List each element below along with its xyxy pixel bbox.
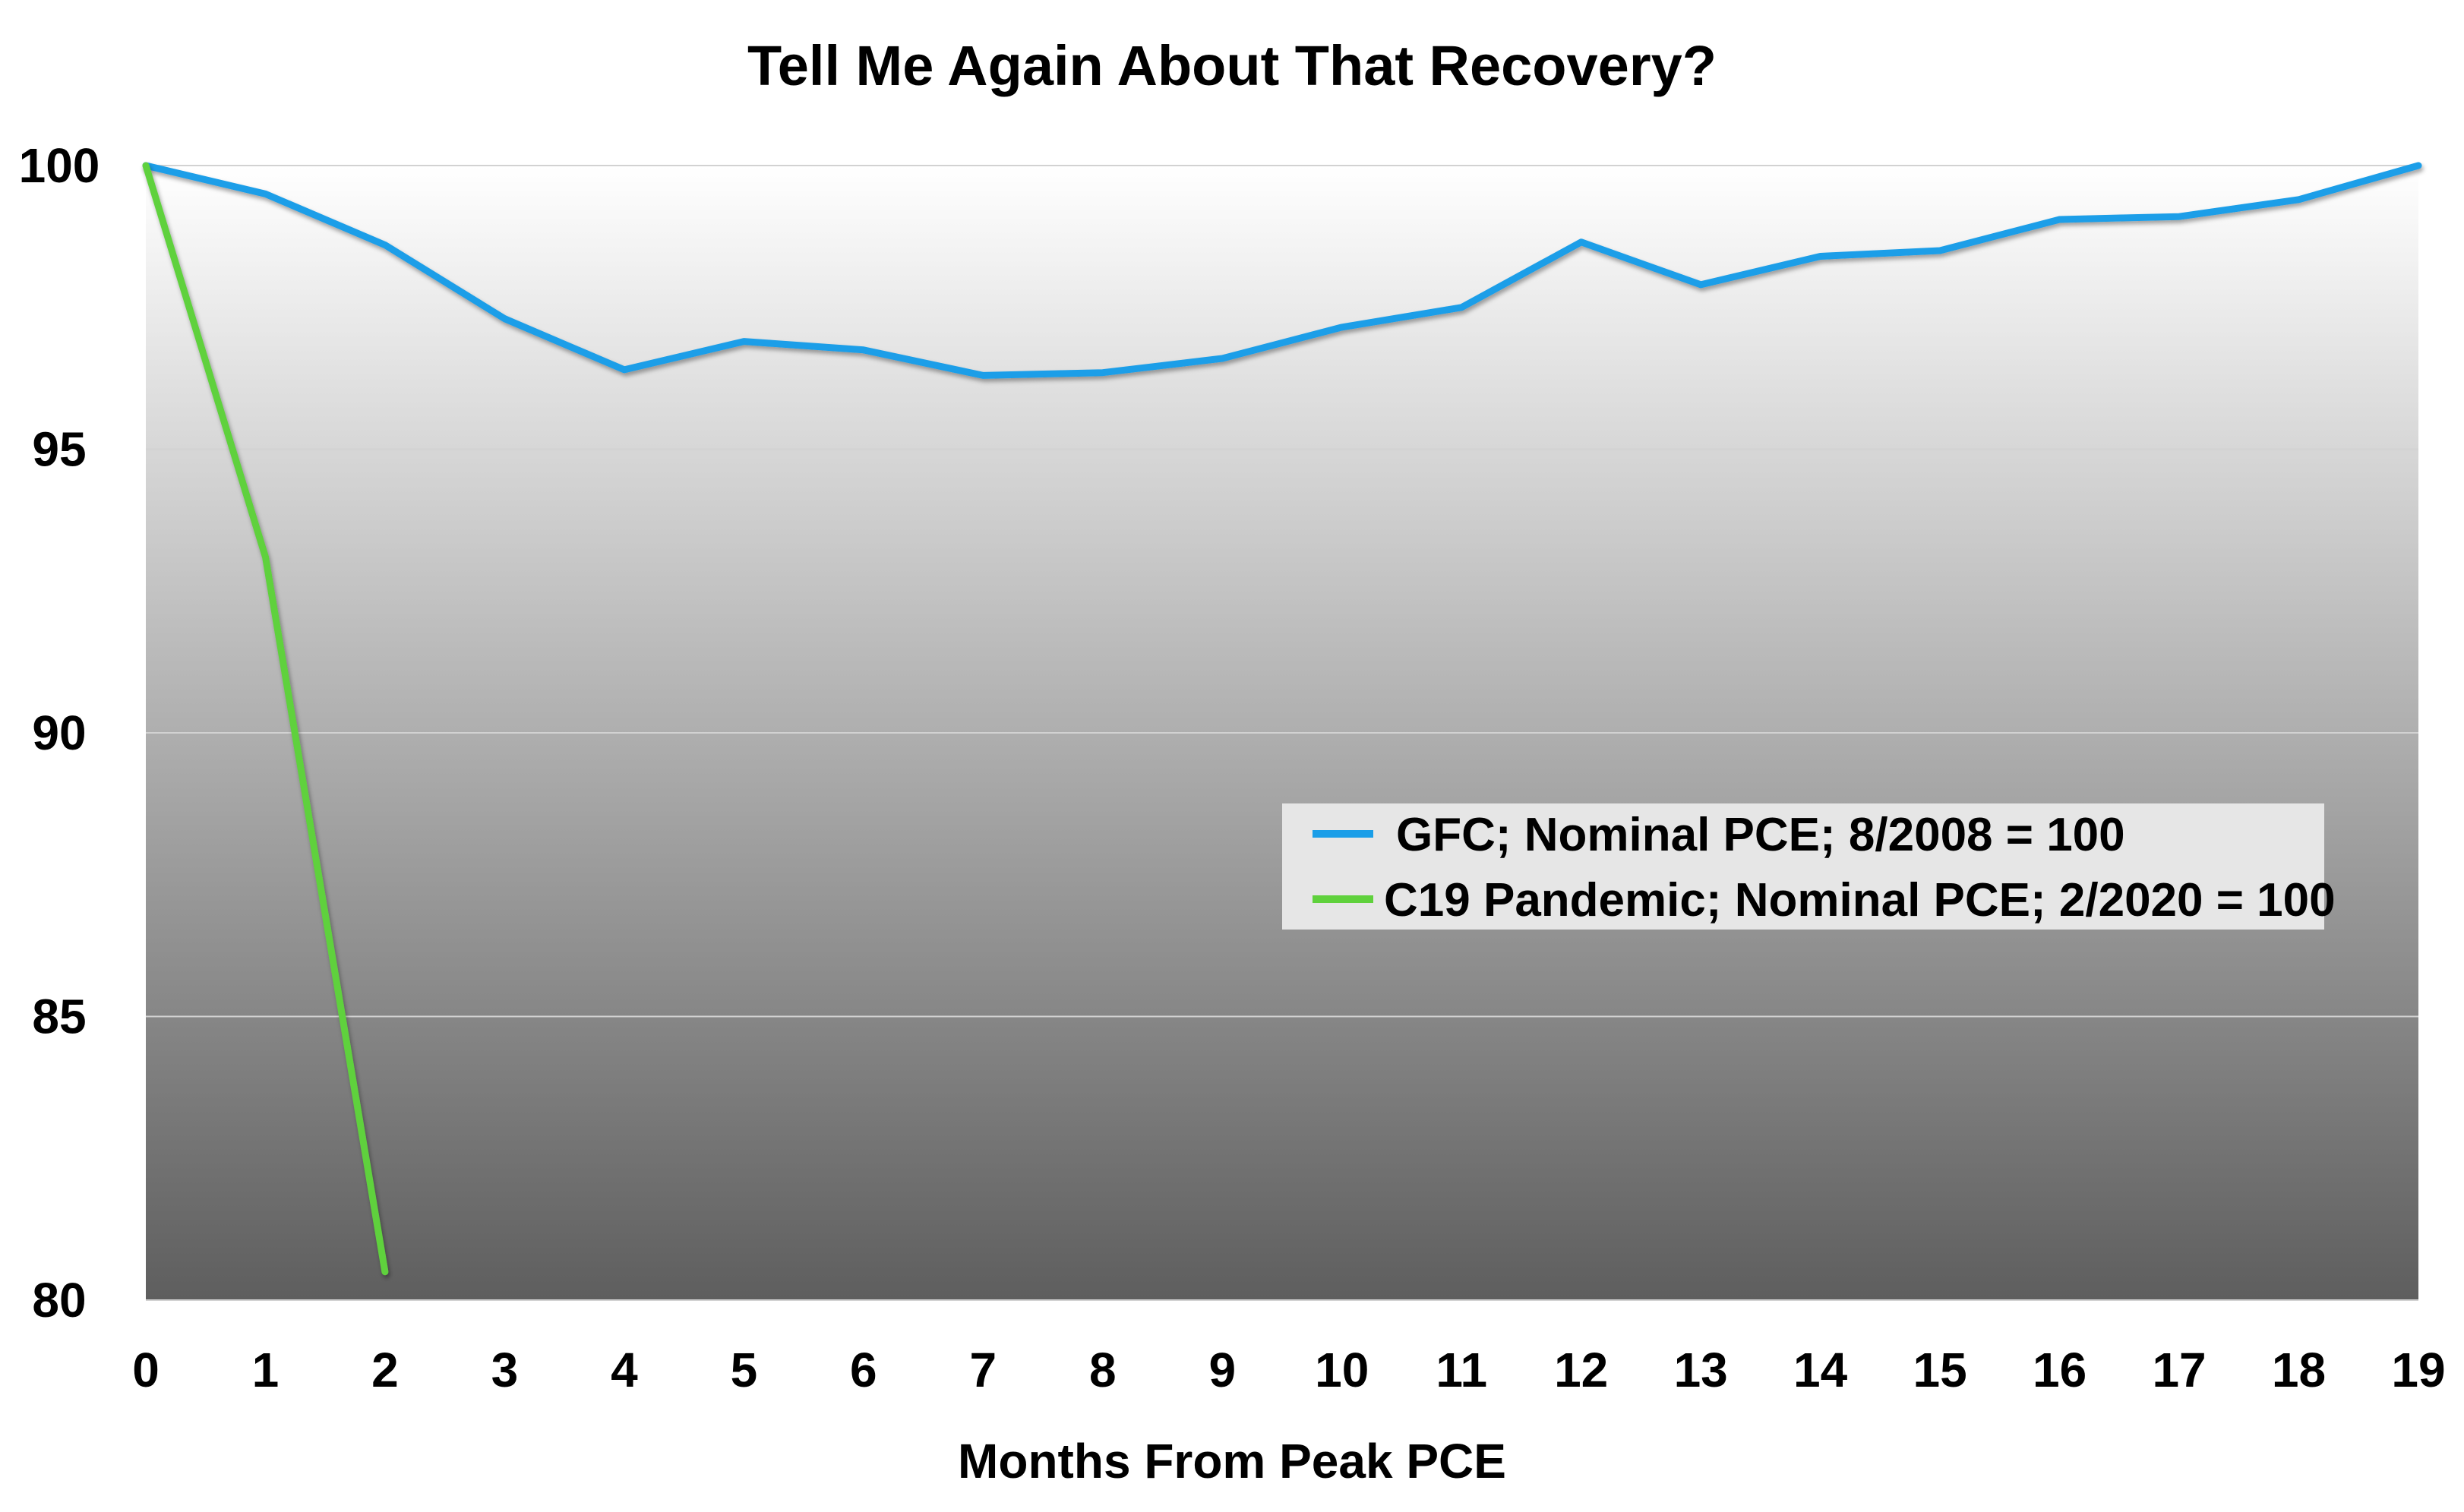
data-point-c19 <box>382 1269 388 1275</box>
y-tick-label: 95 <box>32 422 86 477</box>
data-point-gfc <box>501 316 507 322</box>
x-tick-label: 14 <box>1793 1343 1848 1397</box>
x-tick-label: 2 <box>371 1343 399 1397</box>
data-point-gfc <box>980 372 986 378</box>
x-tick-label: 9 <box>1208 1343 1236 1397</box>
data-point-gfc <box>1818 254 1824 260</box>
data-point-gfc <box>1458 305 1464 311</box>
data-point-gfc <box>1578 239 1584 245</box>
data-point-gfc <box>262 191 268 197</box>
data-point-gfc <box>1937 248 1943 254</box>
y-tick-label: 85 <box>32 990 86 1044</box>
legend-label-gfc: GFC; Nominal PCE; 8/2008 = 100 <box>1396 809 2125 861</box>
x-axis-tick-labels: 0 1 2 3 4 5 6 7 8 9 10 11 12 13 14 15 16 17 18 19 <box>132 1343 2445 1397</box>
x-tick-label: 4 <box>611 1343 638 1397</box>
data-point-gfc <box>2296 197 2302 203</box>
legend-label-c19: C19 Pandemic; Nominal PCE; 2/2020 = 100 <box>1384 874 2336 926</box>
x-tick-label: 11 <box>1436 1343 1487 1397</box>
data-point-gfc <box>861 347 867 353</box>
x-tick-label: 13 <box>1674 1343 1728 1397</box>
series-line-gfc <box>142 162 2422 379</box>
data-point-gfc <box>1698 282 1704 288</box>
x-tick-label: 18 <box>2272 1343 2326 1397</box>
data-point-gfc <box>1100 370 1106 376</box>
x-tick-label: 16 <box>2033 1343 2087 1397</box>
x-tick-label: 1 <box>252 1343 280 1397</box>
legend: GFC; Nominal PCE; 8/2008 = 100 C19 Pande… <box>1282 803 2336 930</box>
y-axis-tick-labels: 80 85 90 95 100 <box>19 138 100 1327</box>
series-layer <box>142 162 2422 1276</box>
x-tick-label: 19 <box>2391 1343 2445 1397</box>
x-tick-label: 17 <box>2152 1343 2206 1397</box>
x-tick-label: 0 <box>132 1343 160 1397</box>
x-axis-title: Months From Peak PCE <box>958 1434 1506 1488</box>
y-tick-label: 100 <box>19 138 100 193</box>
gridlines <box>146 165 2418 1301</box>
x-tick-label: 15 <box>1913 1343 1967 1397</box>
x-tick-label: 12 <box>1554 1343 1608 1397</box>
y-tick-label: 80 <box>32 1273 86 1327</box>
y-tick-label: 90 <box>32 705 86 760</box>
data-point-gfc <box>2057 216 2063 223</box>
x-tick-label: 5 <box>731 1343 758 1397</box>
series-line-c19 <box>142 162 389 1276</box>
x-tick-label: 8 <box>1089 1343 1117 1397</box>
chart-title: Tell Me Again About That Recovery? <box>747 34 1717 97</box>
data-point-gfc <box>2415 163 2421 169</box>
data-point-gfc <box>1219 355 1225 361</box>
data-point-c19 <box>143 163 149 169</box>
legend-box <box>1282 803 2324 930</box>
data-point-gfc <box>382 242 388 248</box>
data-point-gfc <box>1339 324 1345 330</box>
x-tick-label: 3 <box>491 1343 519 1397</box>
data-point-gfc <box>2176 213 2182 219</box>
x-tick-label: 6 <box>850 1343 877 1397</box>
data-point-gfc <box>621 367 627 373</box>
data-point-c19 <box>262 554 268 560</box>
x-tick-label: 10 <box>1315 1343 1369 1397</box>
x-tick-label: 7 <box>970 1343 997 1397</box>
data-point-gfc <box>741 339 747 345</box>
